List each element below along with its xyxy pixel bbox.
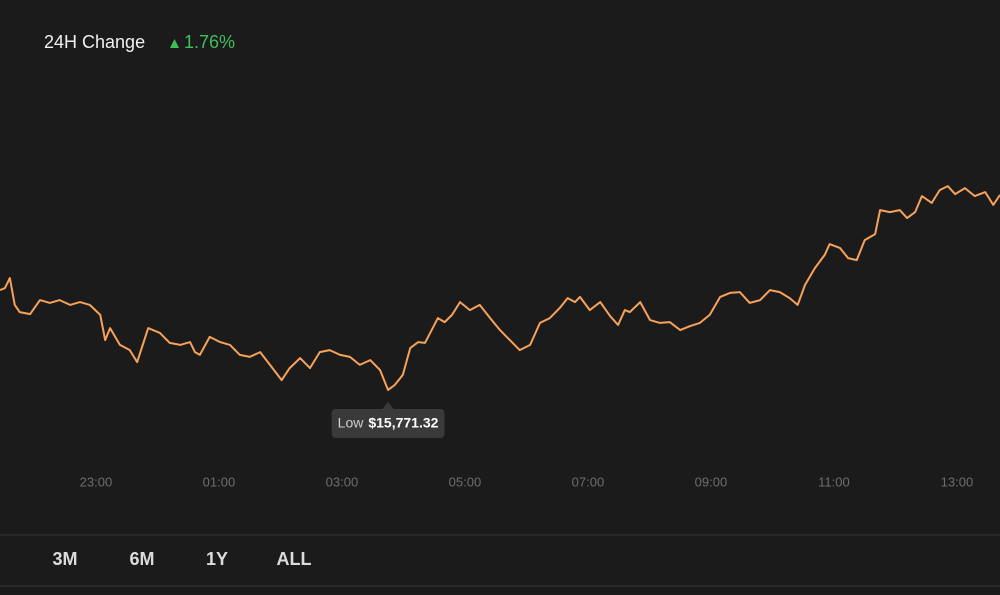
tooltip-pointer <box>382 401 395 410</box>
tooltip-box <box>331 408 445 438</box>
change-value: 1.76% <box>184 32 235 52</box>
range-button[interactable]: 3M <box>52 549 77 569</box>
tooltip-label: Low <box>338 415 365 431</box>
price-line <box>0 185 1000 391</box>
x-tick-label: 05:00 <box>449 474 482 489</box>
range-button[interactable]: 1Y <box>206 549 228 569</box>
x-tick-label: 09:00 <box>695 474 728 489</box>
low-tooltip: Low $15,771.32 <box>331 401 445 438</box>
x-tick-label: 01:00 <box>203 474 236 489</box>
tooltip-value: $15,771.32 <box>368 415 438 431</box>
x-tick-label: 07:00 <box>572 474 605 489</box>
range-button[interactable]: ALL <box>277 549 312 569</box>
x-tick-label: 03:00 <box>326 474 359 489</box>
x-tick-label: 13:00 <box>941 474 974 489</box>
up-arrow-icon <box>170 39 179 48</box>
range-button[interactable]: 1M <box>0 549 1 569</box>
x-tick-label: 23:00 <box>80 474 113 489</box>
x-tick-label: 11:00 <box>818 474 850 489</box>
change-label: 24H Change <box>44 32 145 52</box>
range-button[interactable]: 6M <box>129 549 154 569</box>
